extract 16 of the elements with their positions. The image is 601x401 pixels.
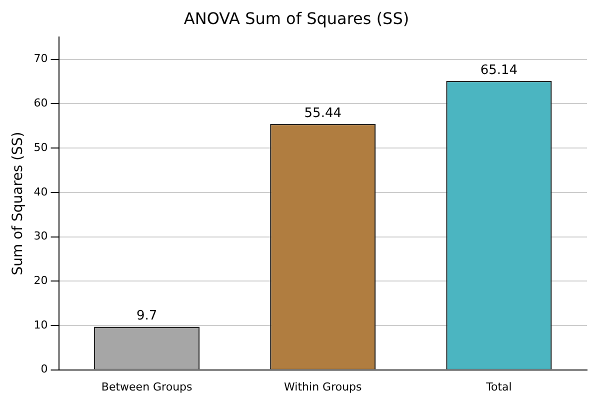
y-tick-label: 50 bbox=[34, 140, 48, 154]
y-tick-label: 70 bbox=[34, 52, 48, 66]
y-axis-title: Sum of Squares (SS) bbox=[10, 132, 26, 276]
data-label: 9.7 bbox=[136, 308, 158, 324]
x-tick-label: Within Groups bbox=[284, 380, 362, 394]
y-tick-label: 40 bbox=[34, 185, 48, 198]
y-tick-label: 60 bbox=[34, 96, 48, 110]
y-tick-label: 10 bbox=[34, 318, 48, 332]
data-label: 55.44 bbox=[304, 106, 342, 121]
data-label: 65.14 bbox=[480, 62, 518, 78]
x-tick-label: Total bbox=[485, 380, 512, 394]
y-tick-label: 20 bbox=[34, 274, 48, 287]
x-tick-label: Between Groups bbox=[101, 380, 193, 394]
y-tick-label: 0 bbox=[40, 362, 48, 376]
chart-title: ANOVA Sum of Squares (SS) bbox=[184, 8, 410, 28]
y-tick-label: 30 bbox=[34, 230, 48, 243]
